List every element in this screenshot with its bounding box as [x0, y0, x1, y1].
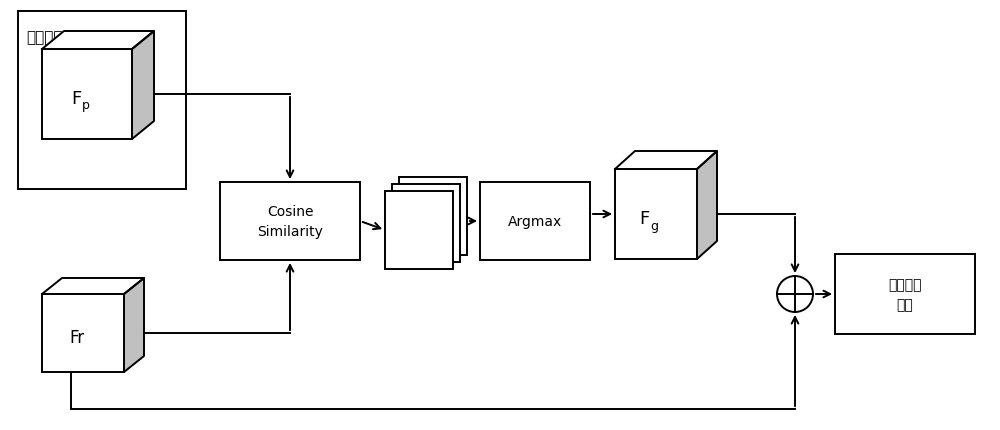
Text: 聚类特征: 聚类特征	[26, 30, 62, 45]
Text: F: F	[639, 210, 650, 228]
Bar	[399, 178, 467, 255]
Bar	[18, 12, 186, 190]
Bar	[480, 183, 590, 261]
Text: 初步分割
结果: 初步分割 结果	[888, 278, 922, 311]
Bar	[392, 184, 460, 262]
Bar	[42, 294, 124, 372]
Bar	[385, 191, 453, 269]
Polygon shape	[124, 278, 144, 372]
Bar	[835, 255, 975, 334]
Text: Fr: Fr	[69, 328, 84, 346]
Polygon shape	[697, 152, 717, 259]
Text: p: p	[82, 99, 90, 112]
Polygon shape	[132, 32, 154, 140]
Polygon shape	[42, 32, 154, 50]
Text: F: F	[71, 90, 81, 108]
Circle shape	[777, 276, 813, 312]
Bar	[42, 50, 132, 140]
Polygon shape	[615, 152, 717, 169]
Polygon shape	[42, 278, 144, 294]
Bar	[615, 169, 697, 259]
Text: Argmax: Argmax	[508, 215, 562, 228]
Text: Cosine
Similarity: Cosine Similarity	[257, 205, 323, 238]
Text: g: g	[651, 220, 659, 233]
Bar	[220, 183, 360, 261]
